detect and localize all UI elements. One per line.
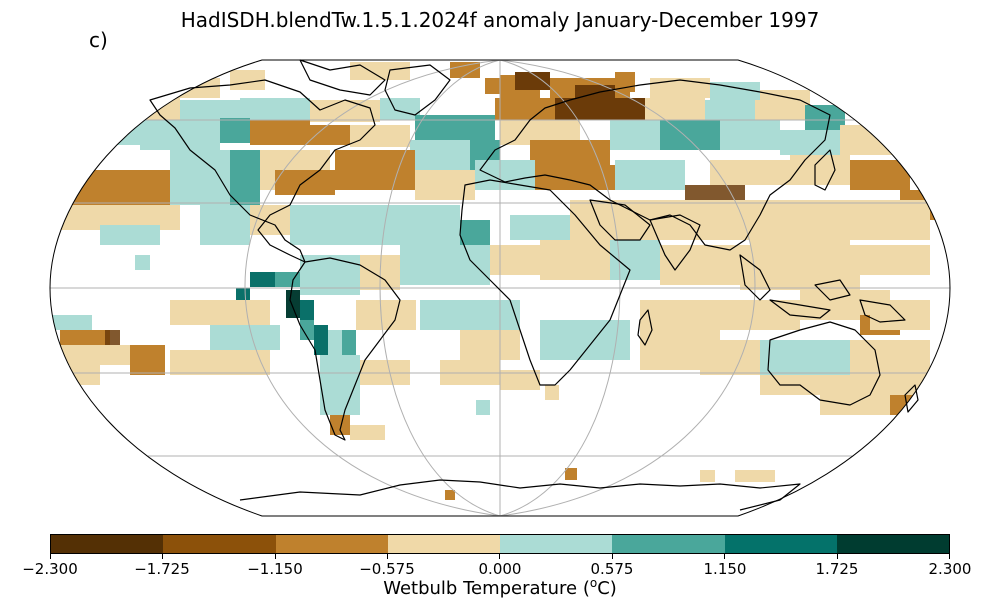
graticule bbox=[50, 60, 950, 516]
colorbar-tick-label: −1.150 bbox=[247, 560, 303, 578]
colorbar-tick-label: 1.150 bbox=[703, 560, 747, 578]
colorbar-tick bbox=[499, 554, 500, 559]
colorbar-segment bbox=[500, 535, 613, 553]
colorbar-segment bbox=[612, 535, 725, 553]
coastlines bbox=[149, 59, 919, 511]
globe-outline bbox=[49, 59, 951, 517]
colorbar-tick-label: −1.725 bbox=[134, 560, 190, 578]
colorbar-label-text: Wetbulb Temperature ( bbox=[383, 578, 590, 599]
colorbar-label-superscript: o bbox=[589, 576, 598, 590]
colorbar-tick-label: 2.300 bbox=[928, 560, 972, 578]
colorbar-tick-label: 1.725 bbox=[815, 560, 859, 578]
colorbar-segment bbox=[724, 535, 837, 553]
colorbar-tick bbox=[837, 554, 838, 559]
colorbar-tick-label: 0.000 bbox=[478, 560, 522, 578]
colorbar-segment bbox=[163, 535, 276, 553]
colorbar-segment bbox=[51, 535, 164, 553]
colorbar-label: Wetbulb Temperature (oC) bbox=[0, 576, 1000, 599]
colorbar-label-unit: C) bbox=[597, 578, 617, 599]
panel-label: c) bbox=[89, 28, 108, 52]
colorbar-tick bbox=[724, 554, 725, 559]
colorbar-tick-label: −2.300 bbox=[22, 560, 78, 578]
colorbar-tick bbox=[387, 554, 388, 559]
colorbar-tick-label: 0.575 bbox=[590, 560, 634, 578]
colorbar-tick bbox=[949, 554, 950, 559]
colorbar-segment bbox=[836, 535, 949, 553]
colorbar-tick bbox=[275, 554, 276, 559]
colorbar-segment bbox=[387, 535, 500, 553]
colorbar-tick bbox=[50, 554, 51, 559]
anomaly-grid-cells bbox=[52, 60, 950, 500]
colorbar-segment bbox=[275, 535, 388, 553]
map-title: HadISDH.blendTw.1.5.1.2024f anomaly Janu… bbox=[180, 8, 820, 32]
anomaly-map bbox=[49, 59, 951, 517]
colorbar-tick bbox=[162, 554, 163, 559]
colorbar-tick bbox=[612, 554, 613, 559]
colorbar bbox=[50, 534, 950, 554]
colorbar-tick-label: −0.575 bbox=[359, 560, 415, 578]
